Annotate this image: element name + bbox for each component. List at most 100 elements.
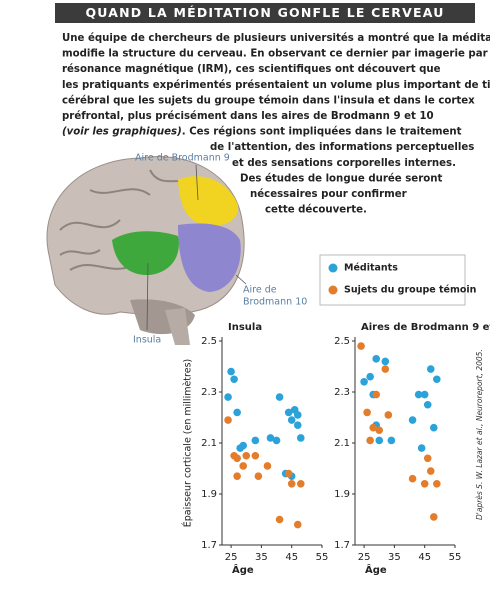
data-point [251, 451, 260, 460]
legend-label: Sujets du groupe témoin [344, 285, 477, 296]
data-point [287, 416, 296, 424]
data-point [433, 480, 441, 488]
x-tick-label: 55 [316, 552, 329, 563]
data-point [227, 367, 235, 376]
data-point [420, 390, 429, 399]
data-point [387, 436, 396, 445]
data-point [366, 436, 374, 445]
data-point [275, 515, 284, 524]
data-point [381, 365, 390, 373]
paragraph-line: Des études de longue durée seront [240, 172, 442, 184]
brain-label: Brodmann 10 [243, 297, 307, 308]
data-point [239, 441, 248, 450]
data-point [296, 434, 305, 442]
data-point [263, 462, 272, 470]
legend-marker [328, 263, 338, 273]
x-tick-label: 45 [418, 552, 431, 563]
y-tick-label: 1.7 [201, 540, 217, 551]
paragraph-span: (voir les graphiques) [62, 127, 182, 138]
legend-box [319, 254, 466, 306]
y-tick-label: 2.3 [334, 387, 350, 398]
data-point [360, 378, 368, 386]
y-tick-label: 2.3 [201, 387, 217, 398]
data-point [414, 390, 423, 399]
data-point [233, 408, 241, 417]
data-point [224, 416, 232, 424]
data-point [372, 390, 381, 399]
y-tick-label: 1.9 [201, 489, 217, 500]
data-point [408, 474, 417, 483]
x-axis-label: Âge [232, 563, 254, 576]
data-point [254, 472, 263, 480]
data-point [423, 454, 432, 463]
paragraph-line: préfrontal, plus précisément dans les ai… [62, 110, 434, 122]
paragraph-line: et des sensations corporelles internes. [232, 158, 456, 169]
data-point [357, 342, 365, 350]
data-point [420, 480, 429, 488]
data-point [384, 411, 393, 419]
credit: D'après S. W. Lazar et al., Neuroreport,… [475, 349, 484, 520]
y-tick-label: 2.1 [201, 438, 217, 449]
x-tick-label: 55 [449, 552, 462, 563]
data-point [230, 375, 238, 384]
data-point [224, 393, 232, 401]
paragraph-line: cérébral que les sujets du groupe témoin… [62, 94, 475, 106]
data-point [369, 423, 377, 432]
data-point [293, 411, 302, 419]
y-tick-label: 1.9 [334, 489, 350, 500]
data-point [426, 365, 435, 373]
y-tick-label: 2.5 [334, 336, 350, 347]
y-tick-label: 2.1 [334, 438, 350, 449]
data-point [233, 454, 241, 463]
data-point [426, 467, 435, 475]
data-point [293, 421, 302, 429]
paragraph-line: nécessaires pour confirmer [250, 188, 407, 200]
data-point [272, 436, 281, 445]
x-tick-label: 25 [358, 552, 371, 563]
x-tick-label: 45 [285, 552, 298, 563]
data-point [433, 375, 441, 384]
data-point [284, 469, 293, 478]
data-point [275, 393, 284, 401]
x-tick-label: 25 [225, 552, 238, 563]
paragraph-line: résonance magnétique (IRM), ces scientif… [62, 63, 441, 75]
title: QUAND LA MÉDITATION GONFLE LE CERVEAU [85, 5, 444, 20]
paragraph-line: cette découverte. [265, 204, 367, 216]
data-point [429, 513, 438, 521]
data-point [381, 357, 390, 366]
data-point [366, 372, 374, 381]
paragraph-line: de l'attention, des informations percept… [210, 142, 474, 153]
paragraph-line: Une équipe de chercheurs de plusieurs un… [62, 32, 490, 44]
brain [46, 156, 247, 345]
title-bar [55, 3, 475, 23]
y-tick-label: 2.5 [201, 336, 217, 347]
data-point [251, 436, 260, 445]
data-point [287, 480, 296, 488]
data-point [284, 408, 293, 417]
paragraph-line: modifie la structure du cerveau. En obse… [62, 49, 488, 60]
paragraph-line: (voir les graphiques). Ces régions sont … [62, 126, 462, 138]
x-axis-label: Âge [365, 563, 387, 576]
data-point [429, 423, 438, 432]
data-point [375, 426, 384, 435]
y-tick-label: 1.7 [334, 540, 350, 551]
brain-label: Insula [133, 335, 161, 346]
data-point [239, 462, 248, 470]
data-point [293, 520, 302, 529]
brain-label: Aire de Brodmann 9 [135, 153, 230, 164]
chart-title: Insula [228, 322, 262, 333]
x-tick-label: 35 [255, 552, 268, 563]
data-point [296, 480, 305, 488]
data-point [417, 444, 426, 452]
data-point [266, 434, 275, 442]
data-point [242, 451, 251, 460]
data-point [363, 408, 371, 417]
data-point [375, 436, 384, 445]
data-point [233, 472, 241, 480]
data-point [372, 355, 381, 363]
data-point [408, 416, 417, 424]
brain-label: Aire de [243, 285, 277, 296]
x-tick-label: 35 [388, 552, 401, 563]
paragraph-span: . Ces régions sont impliquées dans le tr… [182, 126, 462, 138]
